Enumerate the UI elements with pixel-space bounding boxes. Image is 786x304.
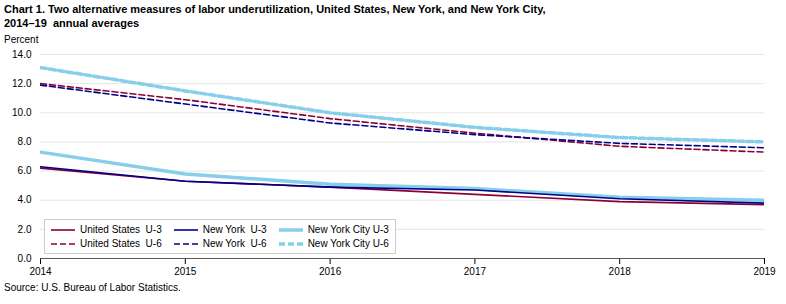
svg-text:2017: 2017 — [464, 266, 487, 277]
html-text:Percent: Percent — [4, 34, 39, 45]
html-text:New York U-3: New York U-3 — [202, 224, 267, 235]
svg-text:12.0: 12.0 — [12, 78, 32, 89]
svg-text:2018: 2018 — [609, 266, 632, 277]
html-text:New York U-6: New York U-6 — [202, 238, 267, 249]
svg-text:2014: 2014 — [29, 266, 52, 277]
svg-text:10.0: 10.0 — [12, 107, 32, 118]
svg-text:14.0: 14.0 — [12, 49, 32, 60]
html-text:New York City U-6: New York City U-6 — [307, 238, 389, 249]
svg-text:2019: 2019 — [753, 266, 776, 277]
svg-text:6.0: 6.0 — [18, 165, 32, 176]
svg-text:2016: 2016 — [319, 266, 342, 277]
html-text:Chart 1. Two alternative measu: Chart 1. Two alternative measures of lab… — [4, 3, 546, 29]
html-text:New York City U-3: New York City U-3 — [307, 224, 389, 235]
html-text:United States U-3: United States U-3 — [80, 224, 162, 235]
svg-text:4.0: 4.0 — [18, 194, 32, 205]
svg-text:2.0: 2.0 — [18, 224, 32, 235]
html-text:United States U-6: United States U-6 — [80, 238, 162, 249]
svg-text:8.0: 8.0 — [18, 136, 32, 147]
html-text:Source: U.S. Bureau of Labor S: Source: U.S. Bureau of Labor Statistics. — [4, 282, 181, 293]
svg-text:0.0: 0.0 — [18, 253, 32, 264]
svg-text:2015: 2015 — [174, 266, 197, 277]
